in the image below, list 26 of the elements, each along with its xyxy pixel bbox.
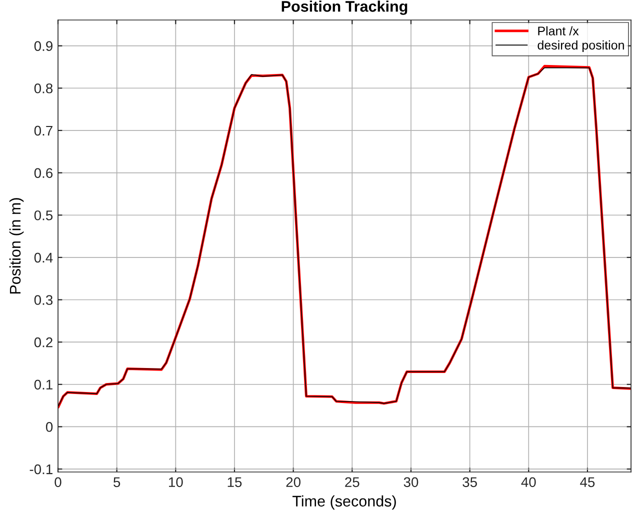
y-tick-label: 0.4 xyxy=(34,252,53,263)
y-tick-label: 0.3 xyxy=(34,295,53,305)
x-tick-label: 30 xyxy=(404,477,418,488)
x-tick-label: 15 xyxy=(228,477,242,488)
y-tick-label: 0.7 xyxy=(34,126,52,136)
y-tick-label: 0.6 xyxy=(34,168,53,178)
x-tick-label: 10 xyxy=(168,477,183,488)
y-tick-label: 0.9 xyxy=(34,41,52,51)
x-tick-label: 45 xyxy=(580,477,595,488)
x-tick-label: 35 xyxy=(462,477,477,488)
y-tick-label: 0 xyxy=(46,422,53,432)
x-tick-label: 20 xyxy=(286,477,300,488)
x-tick-label: 5 xyxy=(114,477,120,488)
y-tick-label: 0.1 xyxy=(34,380,52,390)
legend-label: Plant /x xyxy=(538,26,579,36)
y-axis-title: Position (in m) xyxy=(9,198,24,294)
y-tick-label: 0.2 xyxy=(34,337,52,348)
x-tick-label: 25 xyxy=(345,477,360,488)
y-tick-label: 0.8 xyxy=(34,83,53,94)
x-tick-label: 40 xyxy=(521,477,536,488)
y-tick-label: -0.1 xyxy=(30,464,52,474)
x-tick-label: 0 xyxy=(54,477,62,488)
x-axis-title: Time (seconds) xyxy=(292,495,396,510)
y-tick-label: 0.5 xyxy=(34,210,53,220)
chart-title: Position Tracking xyxy=(282,0,408,15)
legend-label: desired position xyxy=(538,40,624,52)
